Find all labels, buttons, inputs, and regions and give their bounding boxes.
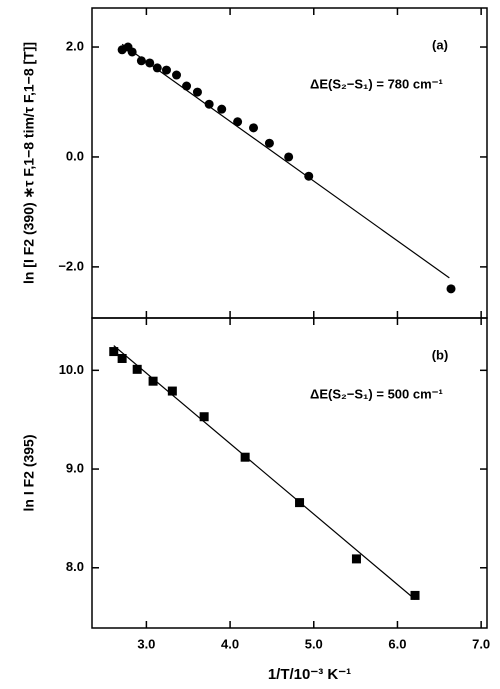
data-point [284, 152, 294, 162]
annotation: ΔE(S₂−S₁) = 780 cm⁻¹ [310, 76, 443, 91]
y-tick-label: 8.0 [66, 559, 84, 574]
data-point [410, 590, 420, 600]
data-point [204, 99, 214, 109]
data-point [117, 353, 127, 363]
data-point [192, 87, 202, 97]
data-point [446, 284, 456, 294]
data-point [240, 452, 250, 462]
data-point [217, 104, 227, 114]
plot-frame [91, 7, 488, 319]
x-tick-label: 3.0 [137, 636, 155, 651]
data-point [127, 47, 137, 57]
plot-frame [91, 317, 488, 629]
data-point [182, 81, 192, 91]
data-point [167, 386, 177, 396]
data-point [199, 412, 209, 422]
data-point [161, 65, 171, 75]
annotation: ΔE(S₂−S₁) = 500 cm⁻¹ [310, 386, 443, 401]
data-point [148, 376, 158, 386]
panel-label: (b) [432, 347, 449, 362]
data-point [152, 63, 162, 73]
data-point [264, 138, 274, 148]
data-point [233, 117, 243, 127]
data-point [295, 498, 305, 508]
x-tick-label: 6.0 [388, 636, 406, 651]
data-point [304, 171, 314, 181]
y-tick-label: 10.0 [59, 362, 84, 377]
data-point [109, 347, 119, 357]
data-point [351, 554, 361, 564]
y-tick-label: 0.0 [66, 148, 84, 163]
x-tick-label: 5.0 [305, 636, 323, 651]
fit-line [113, 345, 416, 600]
panel-label: (a) [432, 37, 448, 52]
x-tick-label: 7.0 [472, 636, 490, 651]
y-tick-label: 2.0 [66, 38, 84, 53]
y-axis-title: ln [I F2 (390) ∗τ F,1−8 tim/τ F,1−8 [T]] [21, 42, 37, 284]
data-point [172, 70, 182, 80]
y-axis-title: ln I F2 (395) [21, 434, 37, 511]
data-point [132, 364, 142, 374]
y-tick-label: 9.0 [66, 460, 84, 475]
x-tick-label: 4.0 [221, 636, 239, 651]
y-tick-label: −2.0 [58, 258, 84, 273]
data-point [249, 123, 259, 133]
data-point [145, 58, 155, 68]
x-axis-title: 1/T/10⁻³ K⁻¹ [268, 666, 351, 683]
fit-line [121, 43, 450, 279]
data-point [136, 56, 146, 66]
